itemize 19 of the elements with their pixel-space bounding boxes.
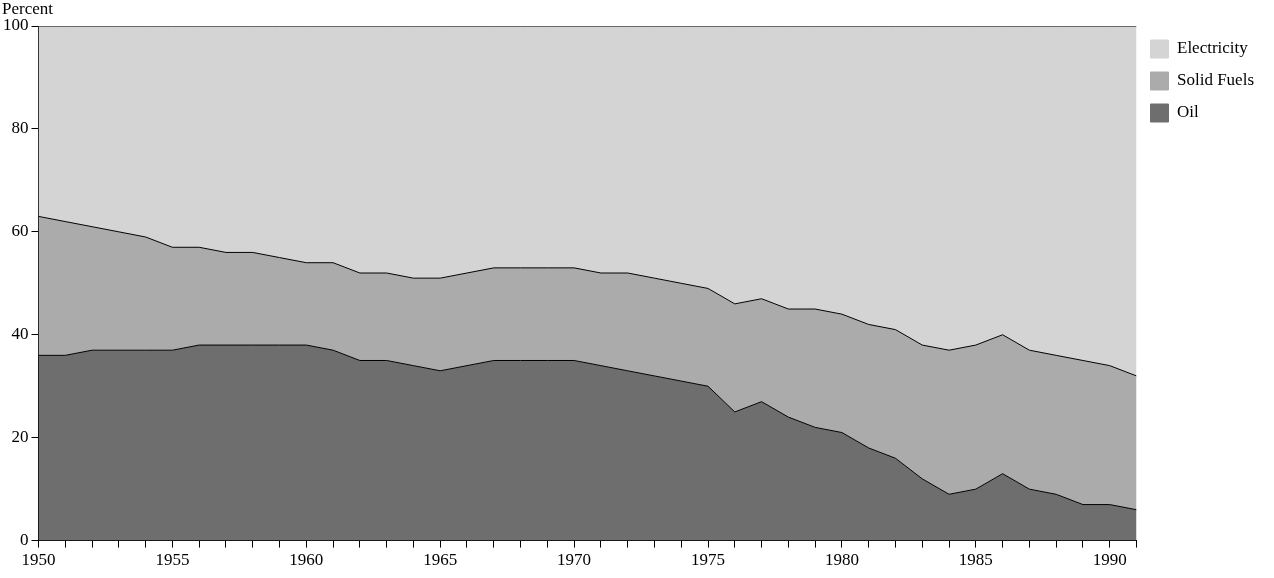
x-tick-label: 1950 [21,550,56,570]
y-tick-label: 20 [11,427,29,447]
y-tick-label: 40 [11,324,29,344]
y-tick-label: 80 [11,118,29,138]
x-tick-label: 1980 [824,550,859,570]
legend-label: Solid Fuels [1177,70,1255,90]
x-tick-label: 1985 [958,550,993,570]
x-tick-label: 1960 [289,550,324,570]
legend-label: Electricity [1177,38,1249,58]
y-tick-label: 100 [3,15,29,35]
x-tick-label: 1975 [691,550,726,570]
x-tick-label: 1970 [557,550,592,570]
y-tick-label: 0 [20,530,29,550]
x-tick-label: 1955 [155,550,190,570]
legend-label: Oil [1177,102,1200,122]
x-tick-label: 1965 [423,550,458,570]
y-axis-title: Percent [2,0,54,18]
y-tick-label: 60 [11,221,29,241]
x-tick-label: 1990 [1092,550,1127,570]
